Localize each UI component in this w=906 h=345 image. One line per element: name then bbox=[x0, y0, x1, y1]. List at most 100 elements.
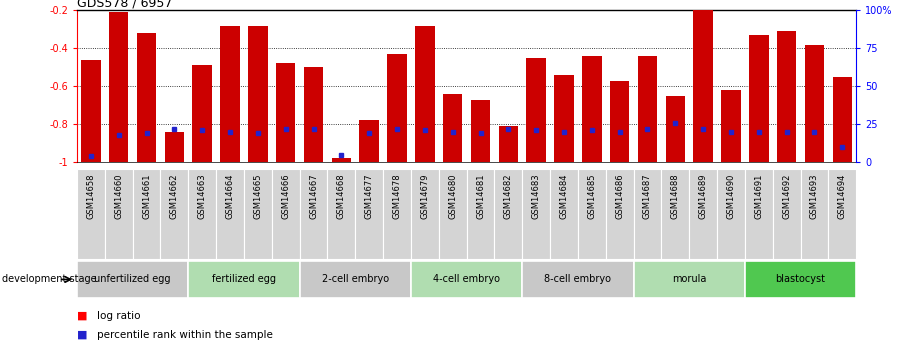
Bar bbox=[805, 45, 824, 162]
Text: GSM14680: GSM14680 bbox=[448, 174, 458, 219]
Text: GSM14664: GSM14664 bbox=[226, 174, 235, 219]
Text: ■: ■ bbox=[77, 311, 88, 321]
Text: GSM14667: GSM14667 bbox=[309, 174, 318, 219]
Text: GSM14679: GSM14679 bbox=[420, 174, 429, 219]
Bar bbox=[132, 169, 160, 259]
Bar bbox=[244, 169, 272, 259]
Bar bbox=[522, 261, 633, 298]
Text: development stage: development stage bbox=[2, 275, 96, 284]
Bar bbox=[415, 26, 435, 162]
Bar bbox=[550, 169, 578, 259]
Bar bbox=[387, 54, 407, 162]
Bar bbox=[633, 169, 661, 259]
Text: GSM14681: GSM14681 bbox=[476, 174, 485, 219]
Bar bbox=[355, 169, 383, 259]
Text: GSM14691: GSM14691 bbox=[755, 174, 763, 219]
Text: GSM14686: GSM14686 bbox=[615, 174, 624, 219]
Text: GSM14690: GSM14690 bbox=[727, 174, 736, 219]
Bar bbox=[633, 261, 745, 298]
Text: GSM14666: GSM14666 bbox=[281, 174, 290, 219]
Text: log ratio: log ratio bbox=[97, 311, 140, 321]
Bar bbox=[137, 33, 157, 162]
Text: fertilized egg: fertilized egg bbox=[212, 275, 276, 284]
Bar bbox=[773, 169, 801, 259]
Text: GSM14687: GSM14687 bbox=[643, 174, 652, 219]
Bar bbox=[411, 261, 522, 298]
Text: GSM14683: GSM14683 bbox=[532, 174, 541, 219]
Bar bbox=[471, 99, 490, 162]
Bar bbox=[693, 10, 713, 162]
Text: GSM14660: GSM14660 bbox=[114, 174, 123, 219]
Bar bbox=[526, 58, 546, 162]
Text: GSM14685: GSM14685 bbox=[587, 174, 596, 219]
Bar bbox=[276, 63, 295, 162]
Text: GSM14694: GSM14694 bbox=[838, 174, 847, 219]
Bar bbox=[411, 169, 439, 259]
Bar bbox=[495, 169, 522, 259]
Text: GSM14688: GSM14688 bbox=[670, 174, 680, 219]
Text: unfertilized egg: unfertilized egg bbox=[94, 275, 171, 284]
Bar bbox=[77, 261, 188, 298]
Bar bbox=[522, 169, 550, 259]
Bar bbox=[578, 169, 606, 259]
Text: 8-cell embryo: 8-cell embryo bbox=[545, 275, 612, 284]
Bar bbox=[160, 169, 188, 259]
Bar bbox=[828, 169, 856, 259]
Bar bbox=[498, 126, 518, 162]
Bar bbox=[220, 26, 240, 162]
Bar bbox=[833, 77, 852, 162]
Text: GSM14658: GSM14658 bbox=[86, 174, 95, 219]
Text: GSM14689: GSM14689 bbox=[699, 174, 708, 219]
Bar bbox=[610, 81, 630, 162]
Text: GDS578 / 6957: GDS578 / 6957 bbox=[77, 0, 172, 9]
Text: GSM14693: GSM14693 bbox=[810, 174, 819, 219]
Bar bbox=[467, 169, 495, 259]
Bar bbox=[689, 169, 717, 259]
Text: GSM14662: GSM14662 bbox=[170, 174, 178, 219]
Bar bbox=[360, 120, 379, 162]
Text: ■: ■ bbox=[77, 330, 88, 339]
Bar bbox=[554, 75, 573, 162]
Bar bbox=[188, 261, 300, 298]
Text: GSM14678: GSM14678 bbox=[392, 174, 401, 219]
Bar bbox=[745, 261, 856, 298]
Text: GSM14665: GSM14665 bbox=[254, 174, 263, 219]
Bar bbox=[638, 56, 657, 162]
Bar bbox=[192, 66, 212, 162]
Text: 2-cell embryo: 2-cell embryo bbox=[322, 275, 389, 284]
Text: GSM14684: GSM14684 bbox=[560, 174, 568, 219]
Bar bbox=[77, 169, 105, 259]
Bar bbox=[717, 169, 745, 259]
Bar bbox=[105, 169, 132, 259]
Bar bbox=[776, 31, 796, 162]
Bar bbox=[383, 169, 411, 259]
Bar bbox=[82, 60, 101, 162]
Bar bbox=[217, 169, 244, 259]
Text: percentile rank within the sample: percentile rank within the sample bbox=[97, 330, 273, 339]
Bar bbox=[188, 169, 217, 259]
Text: blastocyst: blastocyst bbox=[776, 275, 825, 284]
Text: GSM14677: GSM14677 bbox=[365, 174, 373, 219]
Bar bbox=[327, 169, 355, 259]
Bar bbox=[300, 169, 327, 259]
Text: GSM14692: GSM14692 bbox=[782, 174, 791, 219]
Bar bbox=[745, 169, 773, 259]
Bar bbox=[439, 169, 467, 259]
Bar bbox=[721, 90, 741, 162]
Text: GSM14663: GSM14663 bbox=[198, 174, 207, 219]
Bar bbox=[248, 26, 267, 162]
Bar bbox=[801, 169, 828, 259]
Bar bbox=[666, 96, 685, 162]
Bar bbox=[304, 67, 323, 162]
Text: GSM14668: GSM14668 bbox=[337, 174, 346, 219]
Text: 4-cell embryo: 4-cell embryo bbox=[433, 275, 500, 284]
Bar bbox=[272, 169, 300, 259]
Bar bbox=[300, 261, 411, 298]
Bar bbox=[606, 169, 633, 259]
Bar bbox=[582, 56, 602, 162]
Text: morula: morula bbox=[672, 275, 707, 284]
Bar bbox=[443, 94, 462, 162]
Bar bbox=[332, 158, 352, 162]
Bar bbox=[749, 35, 768, 162]
Text: GSM14682: GSM14682 bbox=[504, 174, 513, 219]
